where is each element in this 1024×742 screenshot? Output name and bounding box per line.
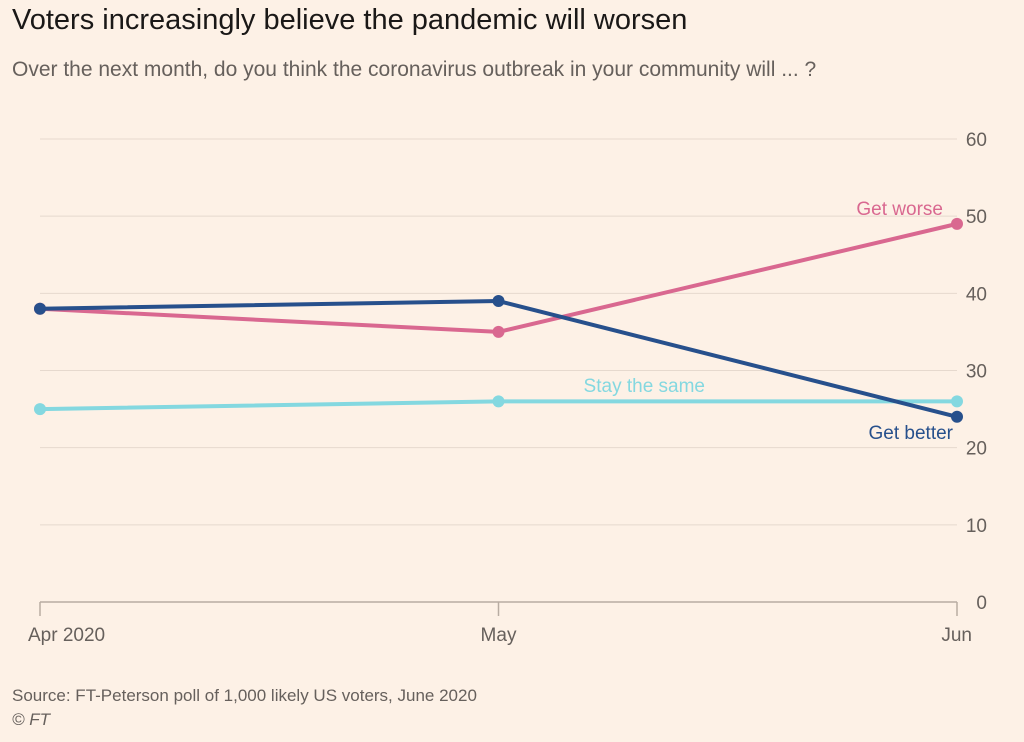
series-labels: Get worse Stay the same Get better bbox=[584, 199, 954, 444]
source-note: Source: FT-Peterson poll of 1,000 likely… bbox=[12, 686, 477, 705]
data-point-get-worse-2 bbox=[951, 217, 963, 230]
data-point-get-better-2 bbox=[951, 410, 963, 423]
series-label-stay-the-same: Stay the same bbox=[584, 376, 705, 397]
x-tick-label-0: Apr 2020 bbox=[28, 625, 105, 646]
gridlines bbox=[40, 138, 957, 603]
series-line-get-worse bbox=[38, 221, 959, 334]
x-axis: Apr 2020 May Jun bbox=[28, 602, 972, 646]
x-tick-label-2: Jun bbox=[941, 625, 972, 646]
data-point-stay-the-same-2 bbox=[951, 395, 963, 408]
y-tick-label-60: 60 bbox=[966, 130, 987, 151]
chart-subtitle: Over the next month, do you think the co… bbox=[12, 58, 817, 81]
series-label-get-better: Get better bbox=[869, 423, 954, 444]
chart-title: Voters increasingly believe the pandemic… bbox=[12, 4, 688, 36]
data-point-get-better-1 bbox=[492, 295, 505, 308]
copyright-credit: © FT bbox=[12, 710, 51, 729]
data-point-stay-the-same-0 bbox=[34, 403, 46, 416]
y-tick-label-20: 20 bbox=[966, 439, 987, 460]
data-point-get-better-0 bbox=[34, 302, 46, 315]
y-tick-label-30: 30 bbox=[966, 362, 987, 383]
series-label-get-worse: Get worse bbox=[856, 199, 943, 220]
y-tick-label-0: 0 bbox=[976, 593, 987, 614]
x-tick-label-1: May bbox=[481, 625, 517, 646]
y-tick-label-50: 50 bbox=[966, 207, 987, 228]
data-point-get-worse-1 bbox=[492, 325, 505, 338]
y-tick-label-40: 40 bbox=[966, 284, 987, 305]
data-point-stay-the-same-1 bbox=[492, 395, 505, 408]
series-lines bbox=[34, 217, 963, 423]
y-axis-ticks: 0 10 20 30 40 50 60 bbox=[966, 130, 987, 614]
y-tick-label-10: 10 bbox=[966, 516, 987, 537]
